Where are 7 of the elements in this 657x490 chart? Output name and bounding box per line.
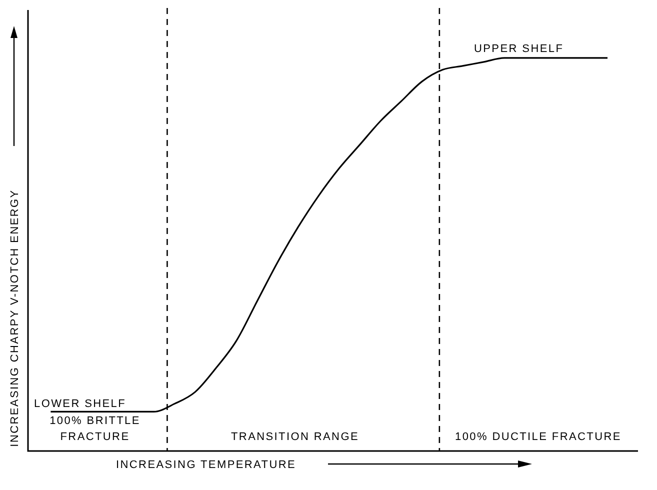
y-axis-title: INCREASING CHARPY V-NOTCH ENERGY bbox=[9, 189, 21, 447]
annotation: LOWER SHELF bbox=[34, 398, 126, 410]
text: UPPER SHELF bbox=[474, 43, 564, 55]
annotation: 100% BRITTLE FRACTURE bbox=[50, 415, 140, 443]
x-axis-title: INCREASING TEMPERATURE bbox=[116, 459, 296, 471]
annotation: 100% DUCTILE FRACTURE bbox=[455, 431, 622, 443]
annotation: TRANSITION RANGE bbox=[231, 431, 359, 443]
